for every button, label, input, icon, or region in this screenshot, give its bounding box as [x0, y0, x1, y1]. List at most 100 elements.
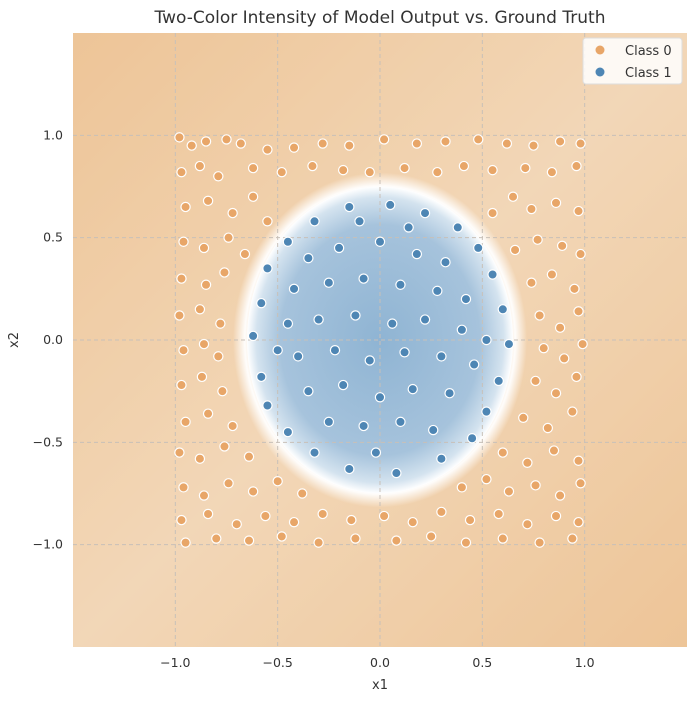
y-tick-label: −1.0 — [33, 537, 63, 552]
point-class-0 — [221, 134, 232, 145]
point-class-0 — [573, 205, 584, 217]
point-class-0 — [307, 160, 318, 172]
x-tick-label: 1.0 — [575, 655, 595, 670]
point-class-0 — [213, 351, 224, 362]
point-class-0 — [200, 279, 212, 290]
point-class-1 — [428, 424, 439, 436]
point-class-1 — [256, 297, 267, 309]
point-class-0 — [223, 232, 234, 243]
point-class-0 — [202, 195, 214, 207]
point-class-0 — [337, 164, 349, 176]
point-class-0 — [460, 537, 472, 548]
point-class-0 — [202, 508, 214, 520]
point-class-0 — [213, 171, 224, 182]
scatter-points — [174, 132, 588, 548]
point-class-0 — [556, 240, 568, 252]
point-class-1 — [313, 314, 324, 325]
point-class-1 — [419, 207, 431, 219]
point-class-1 — [493, 375, 504, 387]
point-class-1 — [403, 222, 414, 233]
point-class-0 — [180, 416, 191, 428]
point-class-0 — [534, 537, 545, 548]
point-class-1 — [288, 283, 300, 295]
point-class-1 — [329, 345, 341, 356]
point-class-0 — [481, 473, 492, 485]
point-class-1 — [452, 222, 463, 233]
point-class-0 — [567, 406, 578, 417]
point-class-1 — [309, 216, 320, 227]
point-class-0 — [575, 248, 586, 260]
point-class-0 — [272, 476, 283, 487]
point-class-0 — [509, 244, 521, 256]
point-class-1 — [460, 293, 472, 305]
point-class-1 — [466, 433, 478, 444]
point-class-0 — [391, 535, 402, 546]
point-class-0 — [522, 457, 533, 468]
point-class-0 — [194, 453, 206, 464]
legend-label-class-0: Class 0 — [625, 44, 672, 59]
point-class-0 — [526, 277, 537, 288]
point-class-1 — [262, 400, 273, 411]
point-class-0 — [174, 310, 185, 321]
point-class-0 — [501, 138, 513, 149]
point-class-1 — [503, 338, 515, 350]
point-class-1 — [440, 257, 451, 268]
point-class-0 — [573, 516, 584, 528]
point-class-1 — [436, 453, 447, 464]
point-class-0 — [577, 338, 588, 350]
point-class-1 — [370, 447, 382, 458]
point-class-0 — [176, 166, 187, 178]
point-class-0 — [247, 191, 259, 202]
point-class-0 — [317, 138, 328, 149]
point-class-0 — [211, 533, 222, 544]
point-class-0 — [176, 514, 187, 526]
point-class-0 — [350, 533, 361, 544]
point-class-0 — [313, 537, 324, 548]
point-class-0 — [178, 345, 189, 356]
point-class-0 — [174, 132, 185, 143]
point-class-1 — [444, 388, 455, 399]
point-class-1 — [395, 416, 406, 428]
point-class-0 — [196, 371, 208, 383]
y-tick-label: 1.0 — [43, 127, 63, 142]
point-class-0 — [288, 142, 300, 153]
point-class-0 — [180, 201, 191, 213]
point-class-0 — [554, 490, 566, 501]
point-class-1 — [385, 199, 396, 211]
point-class-0 — [198, 242, 210, 254]
point-class-0 — [548, 445, 560, 456]
point-class-0 — [198, 338, 210, 350]
point-class-0 — [178, 482, 189, 493]
point-class-0 — [456, 482, 468, 493]
legend-label-class-1: Class 1 — [625, 66, 672, 81]
legend-marker-class-1 — [595, 67, 605, 77]
point-class-0 — [247, 162, 259, 174]
point-class-1 — [487, 269, 498, 280]
point-class-0 — [219, 267, 230, 278]
point-class-0 — [497, 533, 508, 544]
point-class-1 — [247, 330, 259, 342]
point-class-0 — [262, 216, 273, 227]
point-class-0 — [573, 306, 584, 317]
point-class-1 — [256, 371, 267, 383]
point-class-0 — [215, 318, 226, 329]
point-class-0 — [186, 140, 197, 151]
point-class-1 — [411, 248, 423, 260]
point-class-0 — [538, 342, 549, 354]
point-class-0 — [571, 371, 582, 383]
point-class-0 — [276, 166, 287, 178]
point-class-0 — [217, 385, 228, 397]
point-class-0 — [559, 353, 570, 364]
legend-box — [582, 37, 683, 85]
point-class-1 — [337, 379, 349, 391]
point-class-1 — [399, 347, 410, 358]
x-axis-label: x1 — [372, 678, 388, 693]
point-class-0 — [530, 480, 541, 491]
point-class-0 — [194, 304, 206, 315]
point-class-0 — [487, 164, 498, 176]
point-class-0 — [575, 138, 586, 149]
point-class-0 — [550, 510, 562, 522]
point-class-0 — [518, 412, 529, 423]
point-class-0 — [546, 269, 558, 280]
